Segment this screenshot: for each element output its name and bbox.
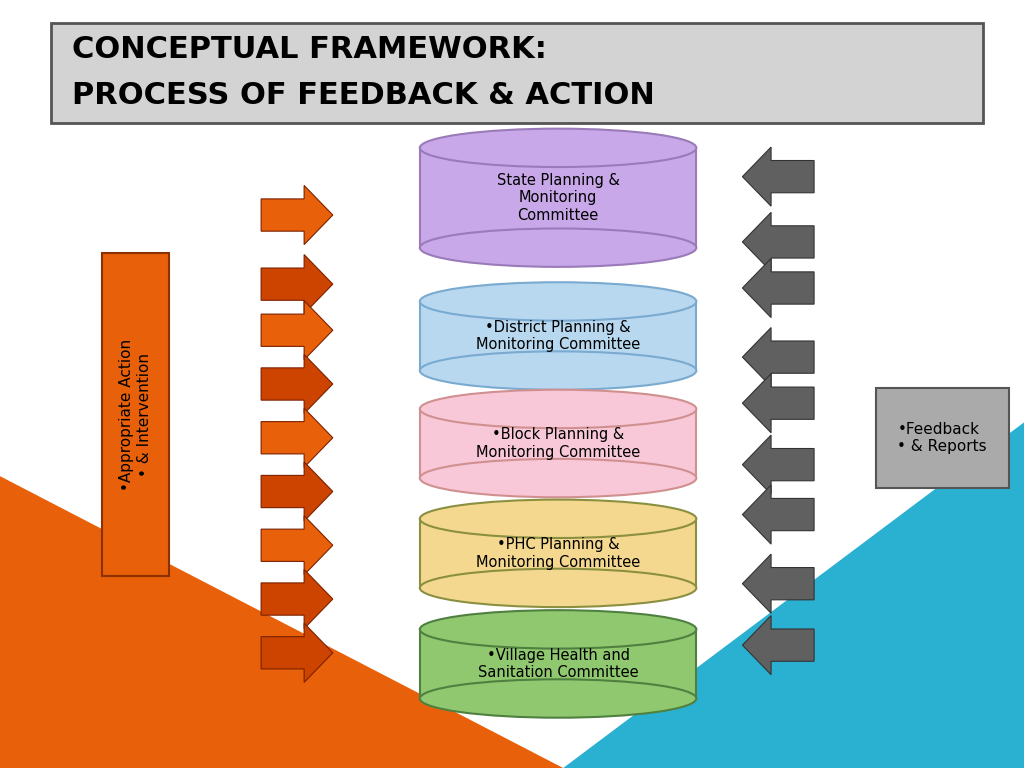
FancyBboxPatch shape xyxy=(51,23,983,123)
Ellipse shape xyxy=(420,352,696,390)
Polygon shape xyxy=(742,485,814,544)
Polygon shape xyxy=(742,212,814,271)
Polygon shape xyxy=(742,616,814,675)
Text: State Planning &
Monitoring
Committee: State Planning & Monitoring Committee xyxy=(497,173,620,223)
Ellipse shape xyxy=(420,390,696,429)
Polygon shape xyxy=(261,186,333,244)
Ellipse shape xyxy=(420,282,696,321)
Text: •Feedback
• & Reports: •Feedback • & Reports xyxy=(897,422,987,454)
Text: •PHC Planning &
Monitoring Committee: •PHC Planning & Monitoring Committee xyxy=(476,537,640,570)
Polygon shape xyxy=(261,624,333,683)
Polygon shape xyxy=(328,422,1024,768)
Polygon shape xyxy=(261,355,333,413)
Polygon shape xyxy=(261,570,333,628)
Polygon shape xyxy=(742,435,814,495)
FancyBboxPatch shape xyxy=(420,409,696,478)
FancyBboxPatch shape xyxy=(420,148,696,248)
Text: CONCEPTUAL FRAMEWORK:: CONCEPTUAL FRAMEWORK: xyxy=(72,35,547,65)
Ellipse shape xyxy=(420,128,696,167)
Polygon shape xyxy=(261,462,333,521)
FancyBboxPatch shape xyxy=(420,519,696,588)
Polygon shape xyxy=(742,554,814,613)
FancyBboxPatch shape xyxy=(876,388,1009,488)
FancyBboxPatch shape xyxy=(420,630,696,699)
Polygon shape xyxy=(742,258,814,318)
Polygon shape xyxy=(261,516,333,574)
Ellipse shape xyxy=(420,568,696,607)
Polygon shape xyxy=(742,374,814,433)
Ellipse shape xyxy=(420,680,696,717)
Polygon shape xyxy=(742,147,814,206)
Ellipse shape xyxy=(420,500,696,538)
FancyBboxPatch shape xyxy=(420,302,696,371)
FancyBboxPatch shape xyxy=(102,253,169,576)
Polygon shape xyxy=(261,409,333,467)
Polygon shape xyxy=(261,255,333,313)
Text: PROCESS OF FEEDBACK & ACTION: PROCESS OF FEEDBACK & ACTION xyxy=(72,81,654,111)
Polygon shape xyxy=(261,301,333,359)
Text: •Appropriate Action
• & Intervention: •Appropriate Action • & Intervention xyxy=(120,339,152,491)
Ellipse shape xyxy=(420,229,696,267)
Text: •Block Planning &
Monitoring Committee: •Block Planning & Monitoring Committee xyxy=(476,427,640,460)
Ellipse shape xyxy=(420,459,696,498)
Text: •District Planning &
Monitoring Committee: •District Planning & Monitoring Committe… xyxy=(476,319,640,353)
Polygon shape xyxy=(0,476,563,768)
Ellipse shape xyxy=(420,610,696,648)
Text: •Village Health and
Sanitation Committee: •Village Health and Sanitation Committee xyxy=(478,647,638,680)
Polygon shape xyxy=(742,328,814,387)
